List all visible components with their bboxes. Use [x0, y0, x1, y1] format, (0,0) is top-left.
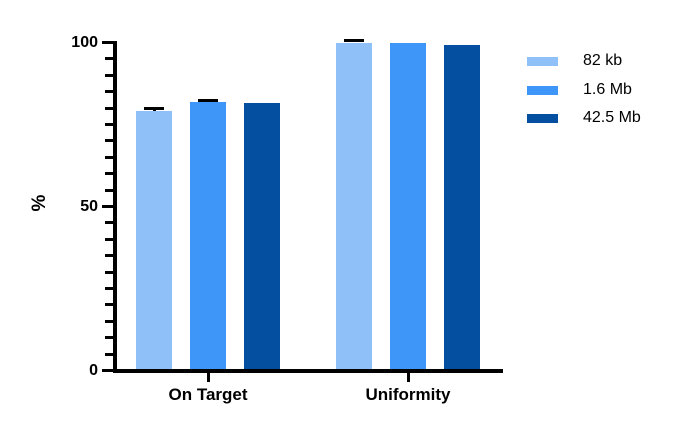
y-minor-tick [105, 303, 113, 307]
legend-swatch [527, 85, 558, 95]
y-tick-label: 0 [89, 361, 98, 379]
y-minor-tick [105, 90, 113, 94]
legend-swatch [527, 114, 558, 123]
y-minor-tick [105, 106, 113, 110]
y-minor-tick [105, 139, 113, 143]
y-minor-tick [105, 73, 113, 77]
error-bar-cap [198, 98, 218, 102]
y-minor-tick [105, 287, 113, 290]
legend-label: 1.6 Mb [583, 80, 632, 98]
x-category-tick [406, 372, 410, 382]
bar [190, 102, 226, 371]
y-axis-line [113, 41, 117, 373]
legend-swatch [527, 57, 558, 66]
y-minor-tick [105, 123, 113, 126]
bar [444, 45, 480, 371]
y-tick-label: 50 [80, 197, 98, 215]
y-tick-label: 100 [71, 33, 98, 51]
bar [244, 102, 280, 371]
error-bar-cap [344, 39, 364, 43]
y-minor-tick [105, 270, 113, 274]
y-minor-tick [105, 237, 113, 241]
x-category-tick [206, 372, 210, 382]
y-minor-tick [105, 319, 113, 323]
y-major-tick [102, 41, 113, 44]
bar [336, 42, 372, 371]
x-axis-line [113, 369, 503, 373]
y-minor-tick [105, 155, 113, 159]
legend-label: 42.5 Mb [583, 109, 641, 126]
y-minor-tick [105, 57, 113, 61]
x-category-label: Uniformity [365, 385, 451, 404]
error-bar-cap [144, 106, 164, 110]
legend-label: 82 kb [583, 52, 623, 69]
y-minor-tick [105, 336, 113, 340]
y-major-tick [102, 369, 113, 372]
y-minor-tick [105, 172, 113, 176]
y-minor-tick [105, 254, 113, 258]
x-category-label: On Target [168, 385, 248, 404]
y-minor-tick [105, 188, 113, 192]
bar [136, 111, 172, 371]
y-minor-tick [105, 352, 113, 356]
y-major-tick [102, 205, 113, 208]
bar [390, 43, 426, 371]
y-minor-tick [105, 221, 113, 225]
